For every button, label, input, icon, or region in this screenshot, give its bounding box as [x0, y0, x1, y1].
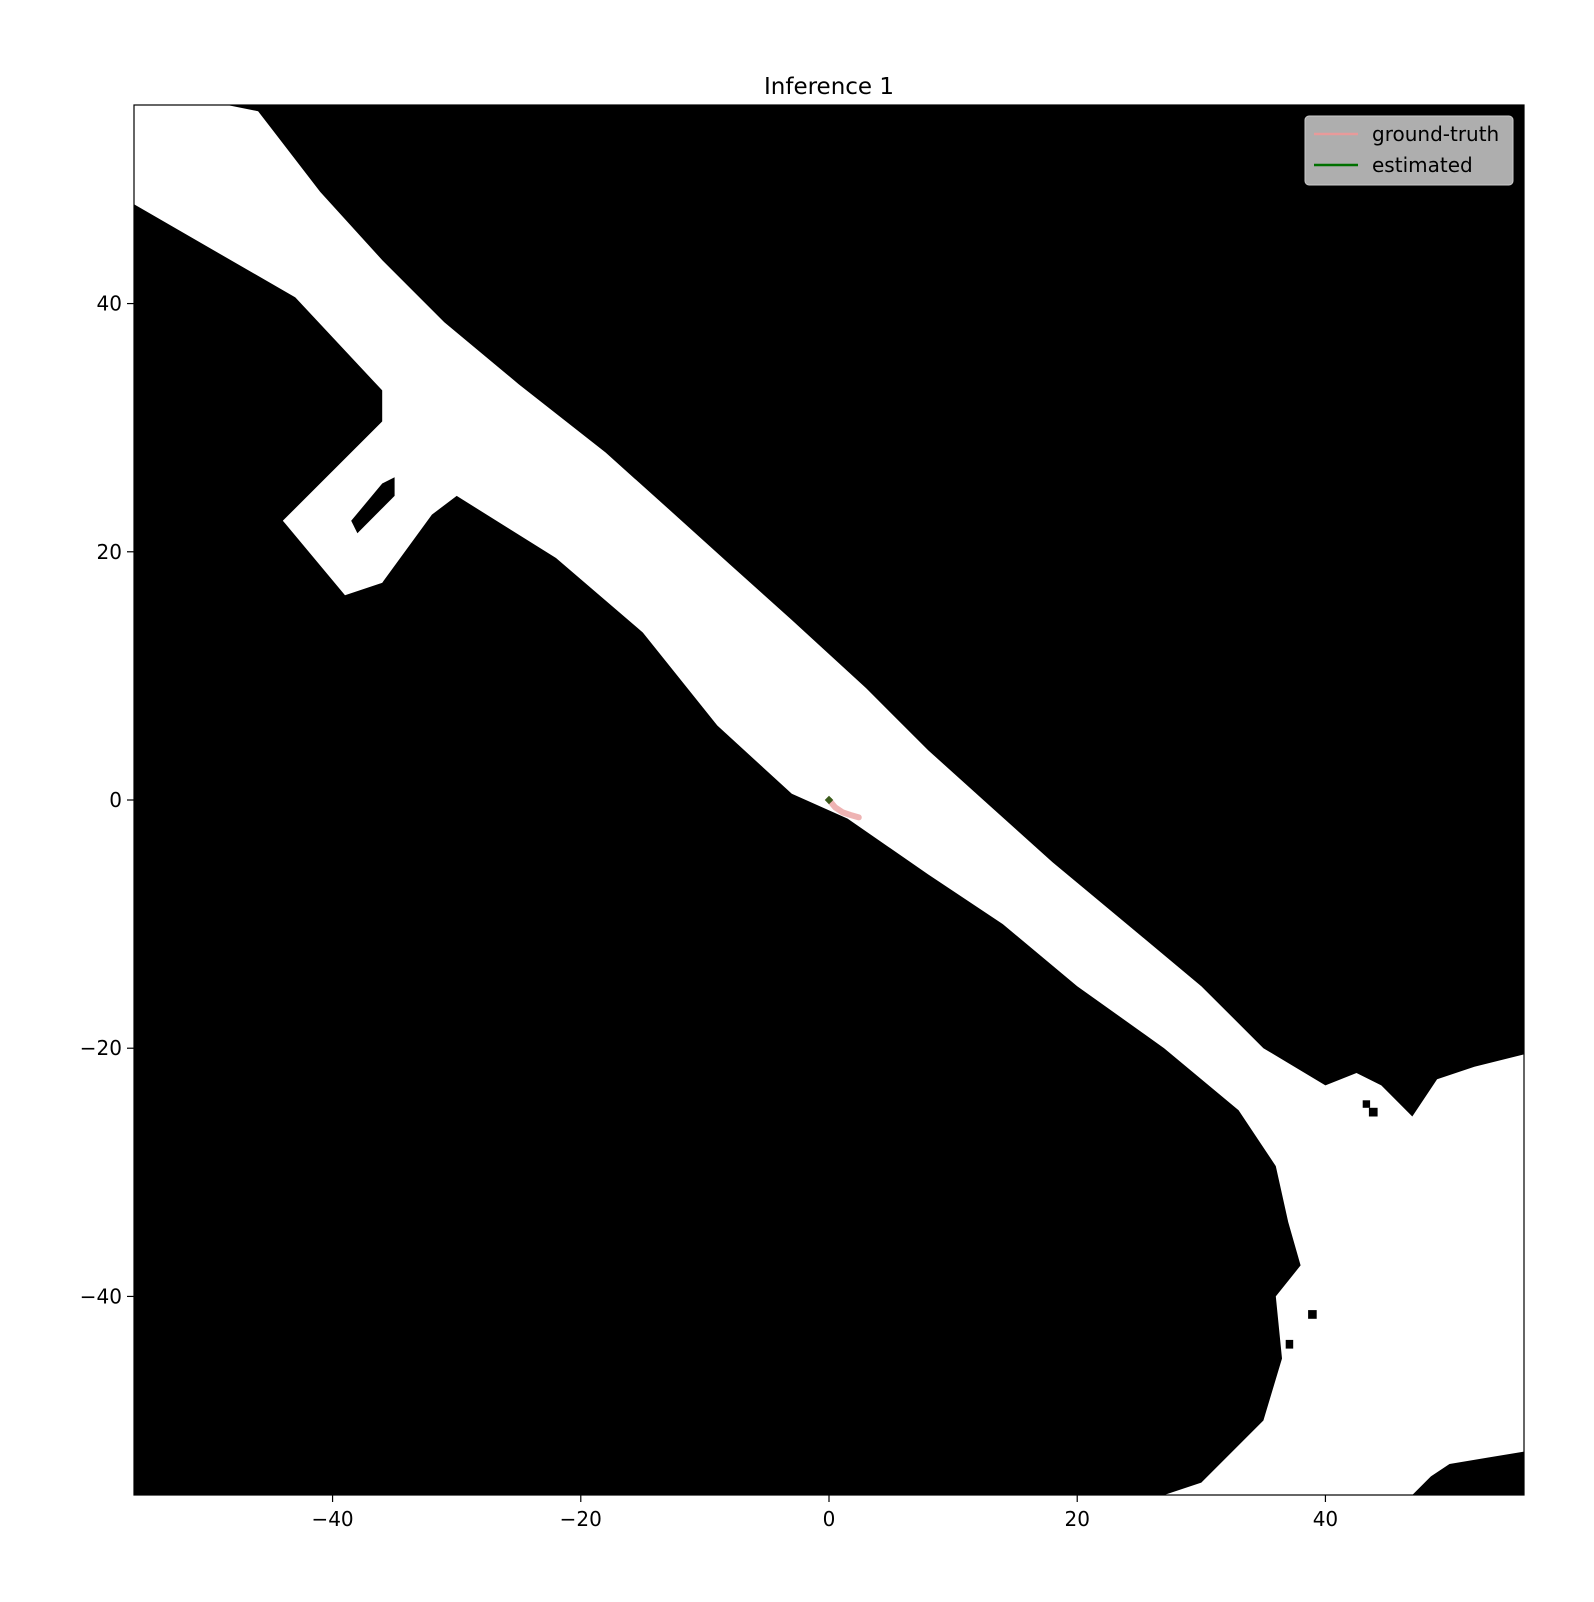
side-room-opening	[282, 421, 439, 589]
legend-label-estimated: estimated	[1372, 153, 1473, 177]
x-tick-label: 40	[1313, 1507, 1338, 1531]
x-tick-label: −20	[560, 1507, 602, 1531]
plot-area	[133, 104, 1525, 1496]
chart-title: Inference 1	[764, 74, 894, 100]
obstacle-3	[1273, 1198, 1282, 1208]
bottom-right-block	[1412, 1451, 1524, 1495]
x-tick-label: 0	[823, 1507, 836, 1531]
room-divider	[351, 477, 395, 534]
obstacle-1	[1368, 1107, 1378, 1117]
x-tick-label: −40	[311, 1507, 353, 1531]
trajectory-layer	[824, 795, 862, 821]
obstacle-5	[1285, 1339, 1294, 1349]
y-tick-label: 40	[97, 292, 122, 316]
y-tick-label: −20	[80, 1036, 122, 1060]
estimated-start-marker	[824, 795, 834, 805]
y-tick-label: 20	[97, 540, 122, 564]
y-tick-label: −40	[80, 1284, 122, 1308]
legend: ground-truth estimated	[1304, 115, 1514, 186]
legend-label-ground-truth: ground-truth	[1372, 122, 1499, 146]
x-axis: −40 −20 0 20 40	[311, 1495, 1338, 1531]
x-tick-label: 20	[1064, 1507, 1089, 1531]
series-line-ground-truth	[826, 797, 862, 821]
y-axis: 40 20 0 −20 −40	[80, 292, 134, 1308]
obstacle-2	[1362, 1100, 1371, 1108]
occupied-islands-layer	[351, 477, 1524, 1495]
y-tick-label: 0	[109, 788, 122, 812]
obstacle-4	[1308, 1310, 1317, 1319]
